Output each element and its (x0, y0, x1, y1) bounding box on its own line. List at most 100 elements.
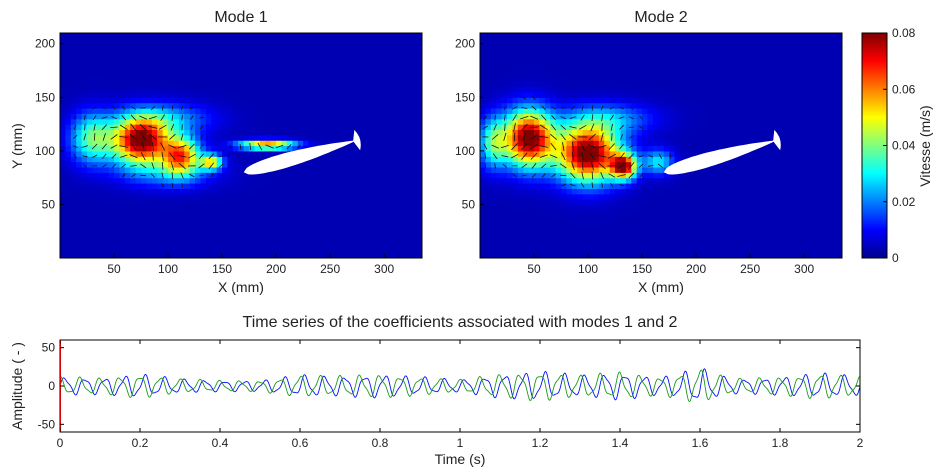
heatmap-cell (232, 236, 239, 243)
heatmap-cell (631, 172, 638, 179)
heatmap-cell (151, 33, 158, 39)
heatmap-cell (389, 225, 396, 232)
heatmap-cell (324, 86, 331, 93)
heatmap-cell (319, 113, 326, 120)
heatmap-cell (615, 91, 622, 98)
heatmap-cell (157, 247, 164, 254)
heatmap-cell (490, 220, 497, 227)
heatmap-cell (205, 188, 212, 195)
heatmap-cell (685, 124, 692, 131)
heatmap-cell (652, 150, 659, 157)
heatmap-cell (135, 33, 142, 39)
heatmap-cell (335, 91, 342, 98)
heatmap-cell (103, 215, 110, 222)
heatmap-cell (151, 75, 158, 82)
heatmap-cell (81, 118, 88, 125)
heatmap-cell (625, 177, 632, 184)
heatmap-cell (706, 75, 713, 82)
heatmap-cell (534, 49, 541, 56)
heatmap-cell (620, 118, 627, 125)
heatmap-cell (658, 113, 665, 120)
heatmap-cell (394, 118, 401, 125)
heatmap-cell (97, 188, 104, 195)
heatmap-cell (60, 91, 66, 98)
heatmap-cell (561, 97, 568, 104)
velocity-vector (73, 154, 77, 159)
heatmap-cell (351, 150, 358, 157)
heatmap-cell (480, 193, 486, 200)
heatmap-cell (534, 65, 541, 72)
heatmap-cell (297, 166, 304, 173)
heatmap-cell (162, 204, 169, 211)
heatmap-cell (108, 140, 115, 147)
heatmap-cell (534, 108, 541, 114)
heatmap-cell (507, 241, 514, 248)
heatmap-cell (577, 124, 584, 131)
heatmap-cell (103, 43, 110, 50)
heatmap-cell (728, 241, 735, 248)
heatmap-cell (254, 33, 261, 39)
heatmap-cell (544, 231, 551, 238)
heatmap-cell (76, 38, 83, 45)
heatmap-cell (184, 166, 191, 173)
heatmap-cell (561, 54, 568, 61)
heatmap-cell (571, 225, 578, 232)
heatmap-cell (571, 209, 578, 216)
heatmap-cell (313, 33, 320, 39)
heatmap-cell (243, 193, 250, 200)
heatmap-cell (270, 38, 277, 45)
heatmap-cell (146, 241, 153, 248)
heatmap-cell (313, 43, 320, 50)
heatmap-cell (211, 70, 218, 77)
heatmap-cell (490, 38, 497, 45)
heatmap-cell (303, 86, 310, 93)
heatmap-cell (70, 65, 77, 72)
heatmap-cell (384, 252, 391, 258)
heatmap-cell (512, 156, 519, 163)
heatmap-cell (517, 70, 524, 77)
heatmap-cell (184, 225, 191, 232)
heatmap-cell (130, 75, 137, 82)
heatmap-cell (501, 150, 508, 157)
heatmap-cell (124, 113, 131, 120)
heatmap-cell (211, 129, 218, 136)
heatmap-cell (286, 145, 293, 152)
heatmap-cell (119, 231, 126, 238)
heatmap-cell (642, 59, 649, 66)
heatmap-cell (723, 177, 730, 184)
heatmap-cell (168, 129, 175, 136)
heatmap-cell (211, 49, 218, 56)
heatmap-cell (141, 54, 148, 61)
heatmap-cell (723, 134, 730, 141)
heatmap-cell (335, 252, 342, 258)
heatmap-cell (195, 188, 202, 195)
heatmap-cell (501, 81, 508, 88)
heatmap-cell (528, 91, 535, 98)
heatmap-cell (103, 97, 110, 104)
heatmap-cell (108, 134, 115, 141)
heatmap-cell (151, 252, 158, 258)
heatmap-cell (184, 199, 191, 206)
heatmap-cell (232, 204, 239, 211)
heatmap-cell (416, 49, 422, 56)
heatmap-cell (501, 177, 508, 184)
heatmap-cell (335, 118, 342, 125)
heatmap-cell (124, 193, 131, 200)
heatmap-cell (319, 91, 326, 98)
heatmap-cell (593, 183, 600, 189)
heatmap-cell (114, 188, 121, 195)
heatmap-cell (114, 129, 121, 136)
heatmap-cell (216, 81, 223, 88)
heatmap-cell (593, 86, 600, 93)
heatmap-cell (81, 81, 88, 88)
heatmap-cell (631, 161, 638, 168)
velocity-vector (129, 133, 138, 141)
heatmap-cell (706, 38, 713, 45)
heatmap-cell (195, 134, 202, 141)
heatmap-cell (416, 236, 422, 243)
heatmap-cell (205, 199, 212, 206)
heatmap-cell (184, 75, 191, 82)
heatmap-cell (679, 113, 686, 120)
heatmap-cell (76, 33, 83, 39)
heatmap-cell (712, 54, 719, 61)
